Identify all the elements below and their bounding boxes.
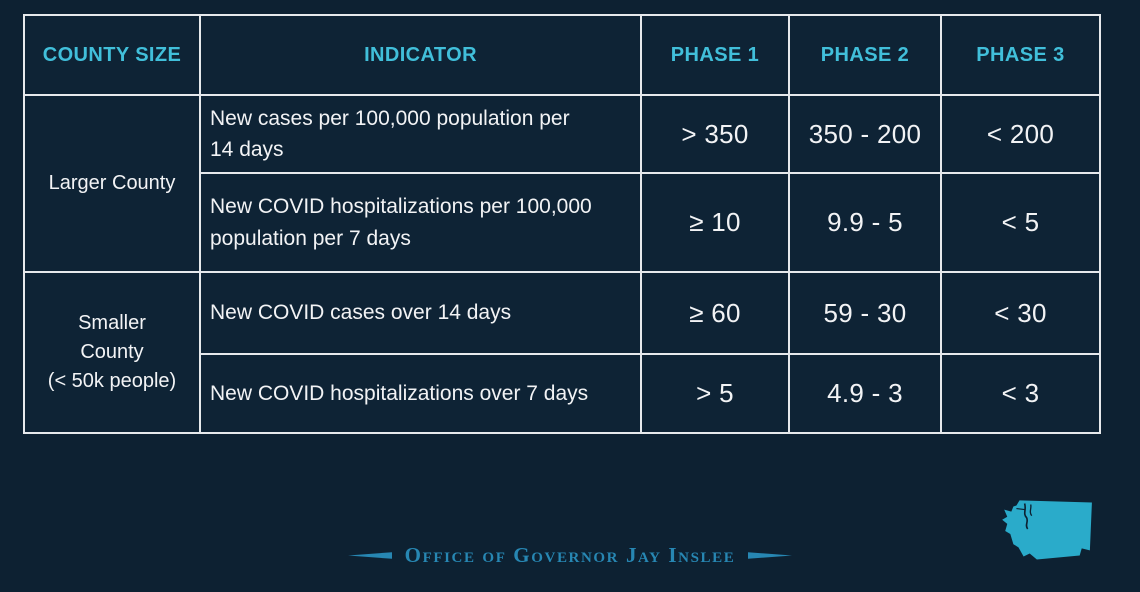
- phase3-value: < 30: [940, 271, 1101, 355]
- phase2-value: 350 - 200: [788, 94, 942, 174]
- indicator-new-cases-per-100k: New cases per 100,000 population per 14 …: [199, 94, 642, 174]
- col-header-county-size: COUNTY SIZE: [23, 14, 201, 96]
- washington-state-map-icon: [1002, 500, 1092, 560]
- table-header-row: COUNTY SIZE INDICATOR PHASE 1 PHASE 2 PH…: [23, 14, 1101, 96]
- indicator-new-cases-over-14-days: New COVID cases over 14 days: [199, 271, 642, 355]
- county-size-smaller-county: Smaller County (< 50k people): [23, 271, 201, 434]
- indicator-new-hospitalizations-over-7-days: New COVID hospitalizations over 7 days: [199, 353, 642, 434]
- phase3-value: < 3: [940, 353, 1101, 434]
- phase2-value: 9.9 - 5: [788, 172, 942, 273]
- table-row: Larger County New cases per 100,000 popu…: [23, 94, 1101, 273]
- table-row: Smaller County (< 50k people) New COVID …: [23, 271, 1101, 434]
- table-row: New COVID hospitalizations over 7 days >…: [24, 353, 1101, 434]
- col-header-phase-2: PHASE 2: [788, 14, 942, 96]
- phase3-value: < 200: [940, 94, 1101, 174]
- table-row: New COVID hospitalizations per 100,000 p…: [24, 172, 1101, 273]
- phase2-value: 4.9 - 3: [788, 353, 942, 434]
- phase1-value: ≥ 60: [640, 271, 790, 355]
- county-size-larger-county: Larger County: [23, 94, 201, 273]
- phase2-value: 59 - 30: [788, 271, 942, 355]
- phase-indicator-table: COUNTY SIZE INDICATOR PHASE 1 PHASE 2 PH…: [23, 14, 1101, 434]
- phase1-value: > 350: [640, 94, 790, 174]
- phase3-value: < 5: [940, 172, 1101, 273]
- col-header-phase-1: PHASE 1: [640, 14, 790, 96]
- phase1-value: ≥ 10: [640, 172, 790, 273]
- col-header-indicator: INDICATOR: [199, 14, 642, 96]
- col-header-phase-3: PHASE 3: [940, 14, 1101, 96]
- footer-right-dash-icon: [748, 552, 793, 559]
- footer-text: Office of Governor Jay Inslee: [404, 543, 736, 567]
- indicator-new-hospitalizations-per-100k: New COVID hospitalizations per 100,000 p…: [199, 172, 642, 273]
- footer-left-dash-icon: [347, 552, 392, 559]
- phase1-value: > 5: [640, 353, 790, 434]
- footer: Office of Governor Jay Inslee: [0, 545, 1140, 566]
